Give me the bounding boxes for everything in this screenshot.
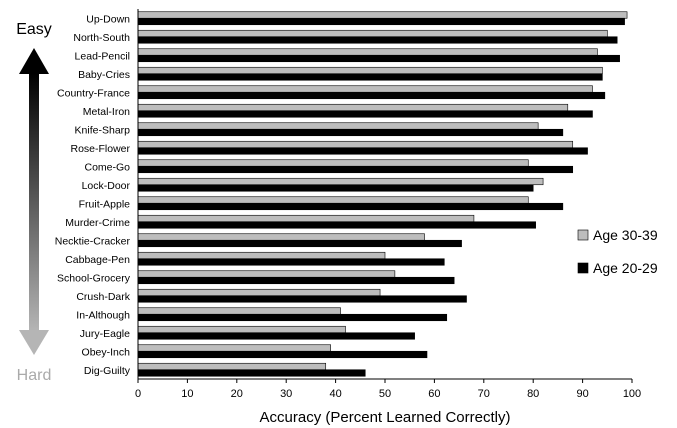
category-label: Come-Go xyxy=(84,161,130,173)
category-label: Country-France xyxy=(57,87,130,99)
category-label: Rose-Flower xyxy=(70,143,130,155)
x-tick-label: 0 xyxy=(135,388,141,400)
bar-lock-door-age-20-29 xyxy=(137,184,534,192)
bar-up-down-age-20-29 xyxy=(137,17,625,26)
bar-murder-crime-age-20-29 xyxy=(137,221,536,229)
category-label: Lock-Door xyxy=(82,180,131,192)
x-tick-label: 80 xyxy=(527,388,539,400)
x-tick-label: 20 xyxy=(231,388,243,400)
bar-come-go-age-30-39 xyxy=(137,159,529,167)
bar-up-down-age-30-39 xyxy=(137,11,628,19)
bar-country-france-age-30-39 xyxy=(137,85,593,93)
bar-murder-crime-age-30-39 xyxy=(137,214,475,223)
bar-lead-pencil-age-20-29 xyxy=(137,54,620,63)
x-tick-label: 100 xyxy=(623,388,641,400)
bar-knife-sharp-age-30-39 xyxy=(137,122,539,130)
x-tick-label: 70 xyxy=(478,388,490,400)
bar-cabbage-pen-age-20-29 xyxy=(137,258,445,266)
bar-knife-sharp-age-20-29 xyxy=(137,128,564,137)
bar-rose-flower-age-30-39 xyxy=(137,140,574,149)
bar-obey-inch-age-30-39 xyxy=(137,344,331,352)
category-label: North-South xyxy=(73,32,130,44)
difficulty-arrow xyxy=(19,48,49,355)
category-label: Metal-Iron xyxy=(83,106,130,118)
bar-baby-cries-age-30-39 xyxy=(137,66,603,75)
category-label: School-Grocery xyxy=(57,272,131,284)
hard-label: Hard xyxy=(17,367,52,384)
category-label: Cabbage-Pen xyxy=(65,254,130,266)
category-label: Dig-Guilty xyxy=(84,365,131,377)
bar-fruit-apple-age-30-39 xyxy=(137,196,529,204)
bar-obey-inch-age-20-29 xyxy=(137,350,428,359)
category-label: Up-Down xyxy=(86,13,130,25)
bar-metal-iron-age-30-39 xyxy=(137,103,569,112)
bar-necktie-cracker-age-20-29 xyxy=(137,239,462,248)
bar-school-grocery-age-20-29 xyxy=(137,276,455,285)
bar-in-although-age-30-39 xyxy=(137,307,341,315)
category-label: Knife-Sharp xyxy=(75,124,131,136)
bar-north-south-age-30-39 xyxy=(137,29,608,38)
bar-come-go-age-20-29 xyxy=(137,165,574,174)
category-label: Lead-Pencil xyxy=(75,50,130,62)
bar-dig-guilty-age-20-29 xyxy=(137,369,366,377)
x-tick-label: 60 xyxy=(428,388,440,400)
easy-label: Easy xyxy=(16,21,52,38)
x-tick-label: 10 xyxy=(181,388,193,400)
bar-jury-eagle-age-30-39 xyxy=(137,325,346,334)
bar-school-grocery-age-30-39 xyxy=(137,270,396,278)
bar-crush-dark-age-20-29 xyxy=(137,295,467,303)
legend: Age 30-39 Age 20-29 xyxy=(577,227,658,276)
bar-dig-guilty-age-30-39 xyxy=(137,362,327,371)
difficulty-arrow-shaft xyxy=(29,73,39,332)
bar-north-south-age-20-29 xyxy=(137,36,618,44)
bar-lead-pencil-age-30-39 xyxy=(137,48,598,56)
bar-in-although-age-20-29 xyxy=(137,313,448,322)
category-label: Fruit-Apple xyxy=(79,198,131,210)
category-label: Obey-Inch xyxy=(82,346,131,358)
x-tick-label: 90 xyxy=(576,388,588,400)
legend-swatch-age-30-39 xyxy=(577,229,589,241)
legend-label-age-20-29: Age 20-29 xyxy=(593,260,658,276)
category-labels: Up-Down North-South Lead-Pencil Baby-Cries C… xyxy=(55,13,131,377)
difficulty-arrow-up-head xyxy=(19,48,49,74)
category-label: In-Although xyxy=(76,309,130,321)
bar-crush-dark-age-30-39 xyxy=(137,288,381,297)
bar-country-france-age-20-29 xyxy=(137,91,606,100)
bars-group xyxy=(137,11,628,377)
x-tick-label: 50 xyxy=(379,388,391,400)
x-tick-label: 30 xyxy=(280,388,292,400)
bar-lock-door-age-30-39 xyxy=(137,177,544,186)
bar-necktie-cracker-age-30-39 xyxy=(137,233,425,241)
bar-rose-flower-age-20-29 xyxy=(137,147,588,155)
bar-jury-eagle-age-20-29 xyxy=(137,332,415,340)
category-label: Necktie-Cracker xyxy=(55,235,131,247)
difficulty-arrow-down-head xyxy=(19,330,49,355)
category-label: Crush-Dark xyxy=(76,291,130,303)
bar-baby-cries-age-20-29 xyxy=(137,73,603,81)
category-label: Murder-Crime xyxy=(65,217,130,229)
legend-label-age-30-39: Age 30-39 xyxy=(593,227,658,243)
legend-swatch-age-20-29 xyxy=(577,262,589,274)
category-label: Baby-Cries xyxy=(78,69,130,81)
x-tick-label: 40 xyxy=(329,388,341,400)
x-axis-ticks: 0 10 20 30 40 50 60 70 80 90 100 xyxy=(135,379,641,400)
bar-metal-iron-age-20-29 xyxy=(137,110,593,118)
bar-fruit-apple-age-20-29 xyxy=(137,202,564,211)
category-label: Jury-Eagle xyxy=(80,328,130,340)
bar-cabbage-pen-age-30-39 xyxy=(137,251,386,260)
x-axis-title: Accuracy (Percent Learned Correctly) xyxy=(260,409,511,426)
